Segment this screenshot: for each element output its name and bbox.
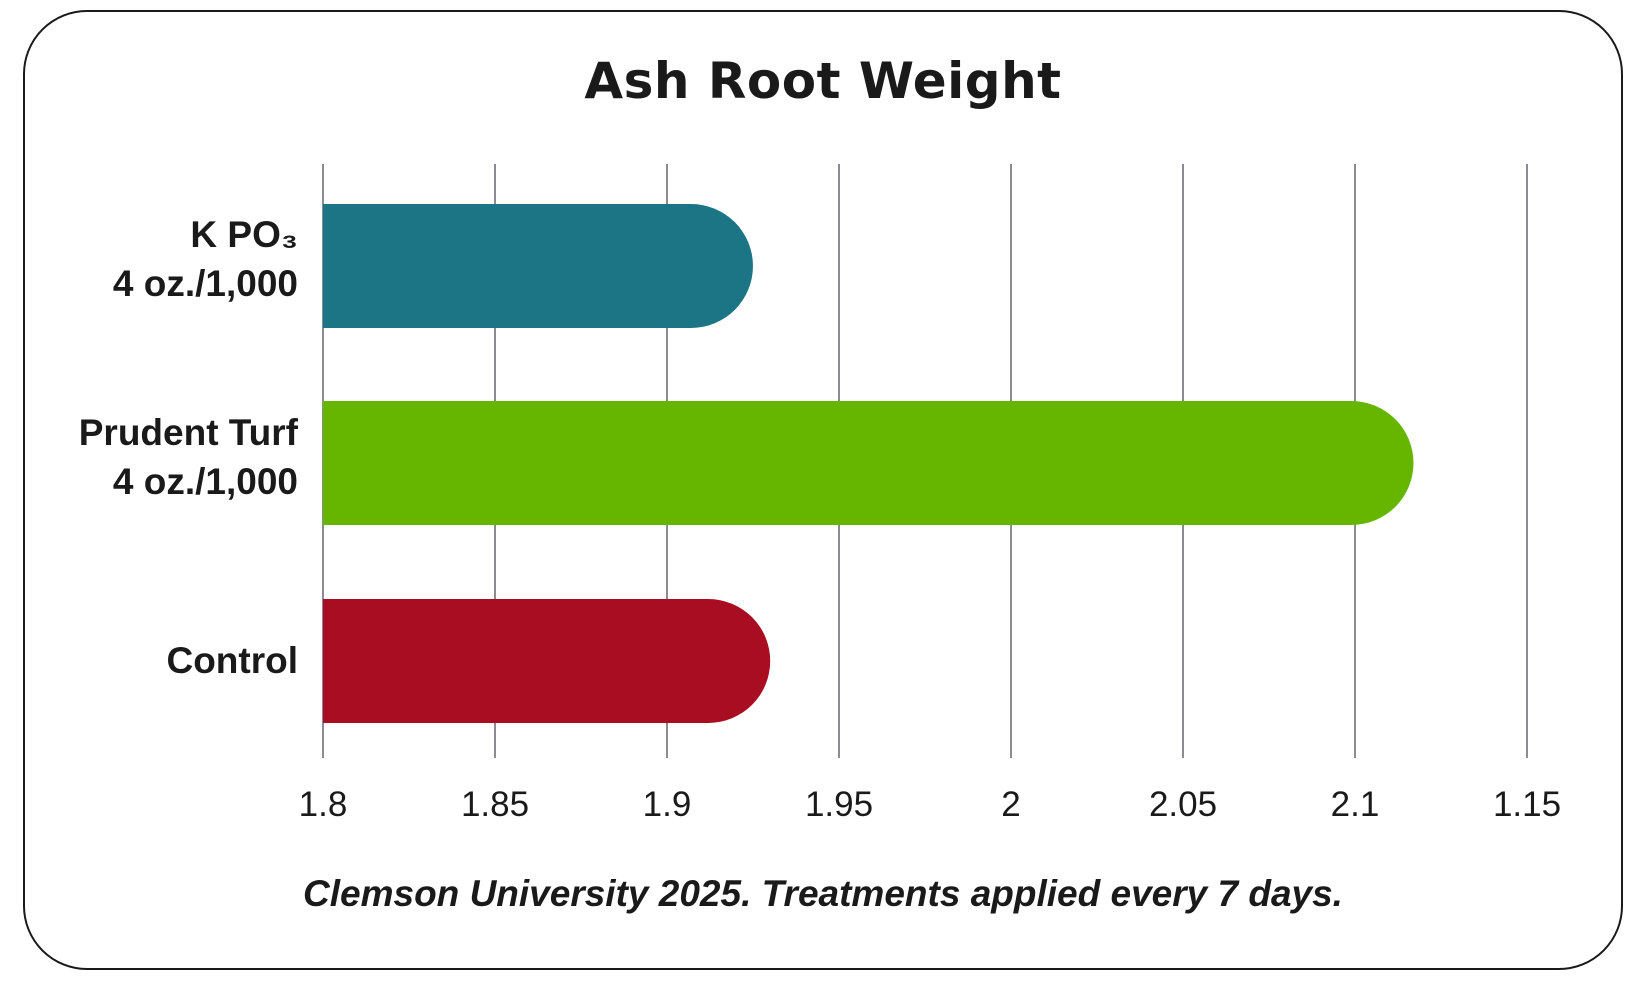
category-label-prudent-turf: Prudent Turf 4 oz./1,000 [79, 408, 298, 506]
x-tick-label: 2.1 [1331, 785, 1380, 824]
x-tick-label: 1.95 [805, 785, 873, 824]
category-label-line: Control [166, 640, 298, 681]
bar-3 [323, 599, 771, 723]
category-label-line: Prudent Turf [78, 412, 298, 453]
category-label-kpo3: K PO₃ 4 oz./1,000 [113, 210, 298, 308]
x-tick-label: 1.8 [299, 785, 348, 824]
category-label-line: 4 oz./1,000 [112, 461, 298, 502]
x-tick-label: 1.9 [643, 785, 692, 824]
x-tick-label: 1.15 [1493, 785, 1561, 824]
category-label-line: K PO₃ [190, 214, 298, 255]
x-tick-label: 1.85 [461, 785, 529, 824]
x-tick-label: 2 [1001, 785, 1020, 824]
category-label-control: Control [166, 636, 298, 685]
chart-caption: Clemson University 2025. Treatments appl… [303, 873, 1343, 914]
bar-2 [323, 401, 1414, 525]
chart-title: Ash Root Weight [584, 52, 1062, 110]
category-label-line: 4 oz./1,000 [112, 263, 298, 304]
bar-1 [323, 204, 753, 328]
x-tick-label: 2.05 [1149, 785, 1217, 824]
